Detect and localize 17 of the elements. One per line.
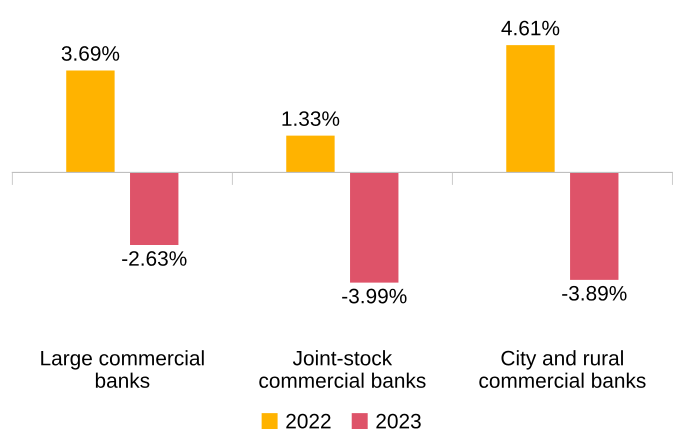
data-label: 3.69% xyxy=(62,46,120,61)
data-label: 1.33% xyxy=(282,111,340,126)
bar xyxy=(66,70,115,172)
data-label: 4.61% xyxy=(501,20,560,36)
data-label: -3.99% xyxy=(342,288,407,304)
data-label: -3.89% xyxy=(562,286,627,301)
bar xyxy=(570,172,618,280)
bar xyxy=(350,172,398,283)
legend-label: 2022 xyxy=(286,414,331,429)
x-tick-label: Large commercial banks xyxy=(41,350,204,388)
x-tick-label: Joint-stock commercial banks xyxy=(259,350,426,388)
bar xyxy=(286,136,335,172)
bar xyxy=(506,45,555,172)
x-tick-label: City and rural commercial banks xyxy=(479,350,646,388)
data-label: -2.63% xyxy=(122,251,186,266)
legend-label: 2023 xyxy=(376,414,421,429)
bar xyxy=(130,172,178,246)
